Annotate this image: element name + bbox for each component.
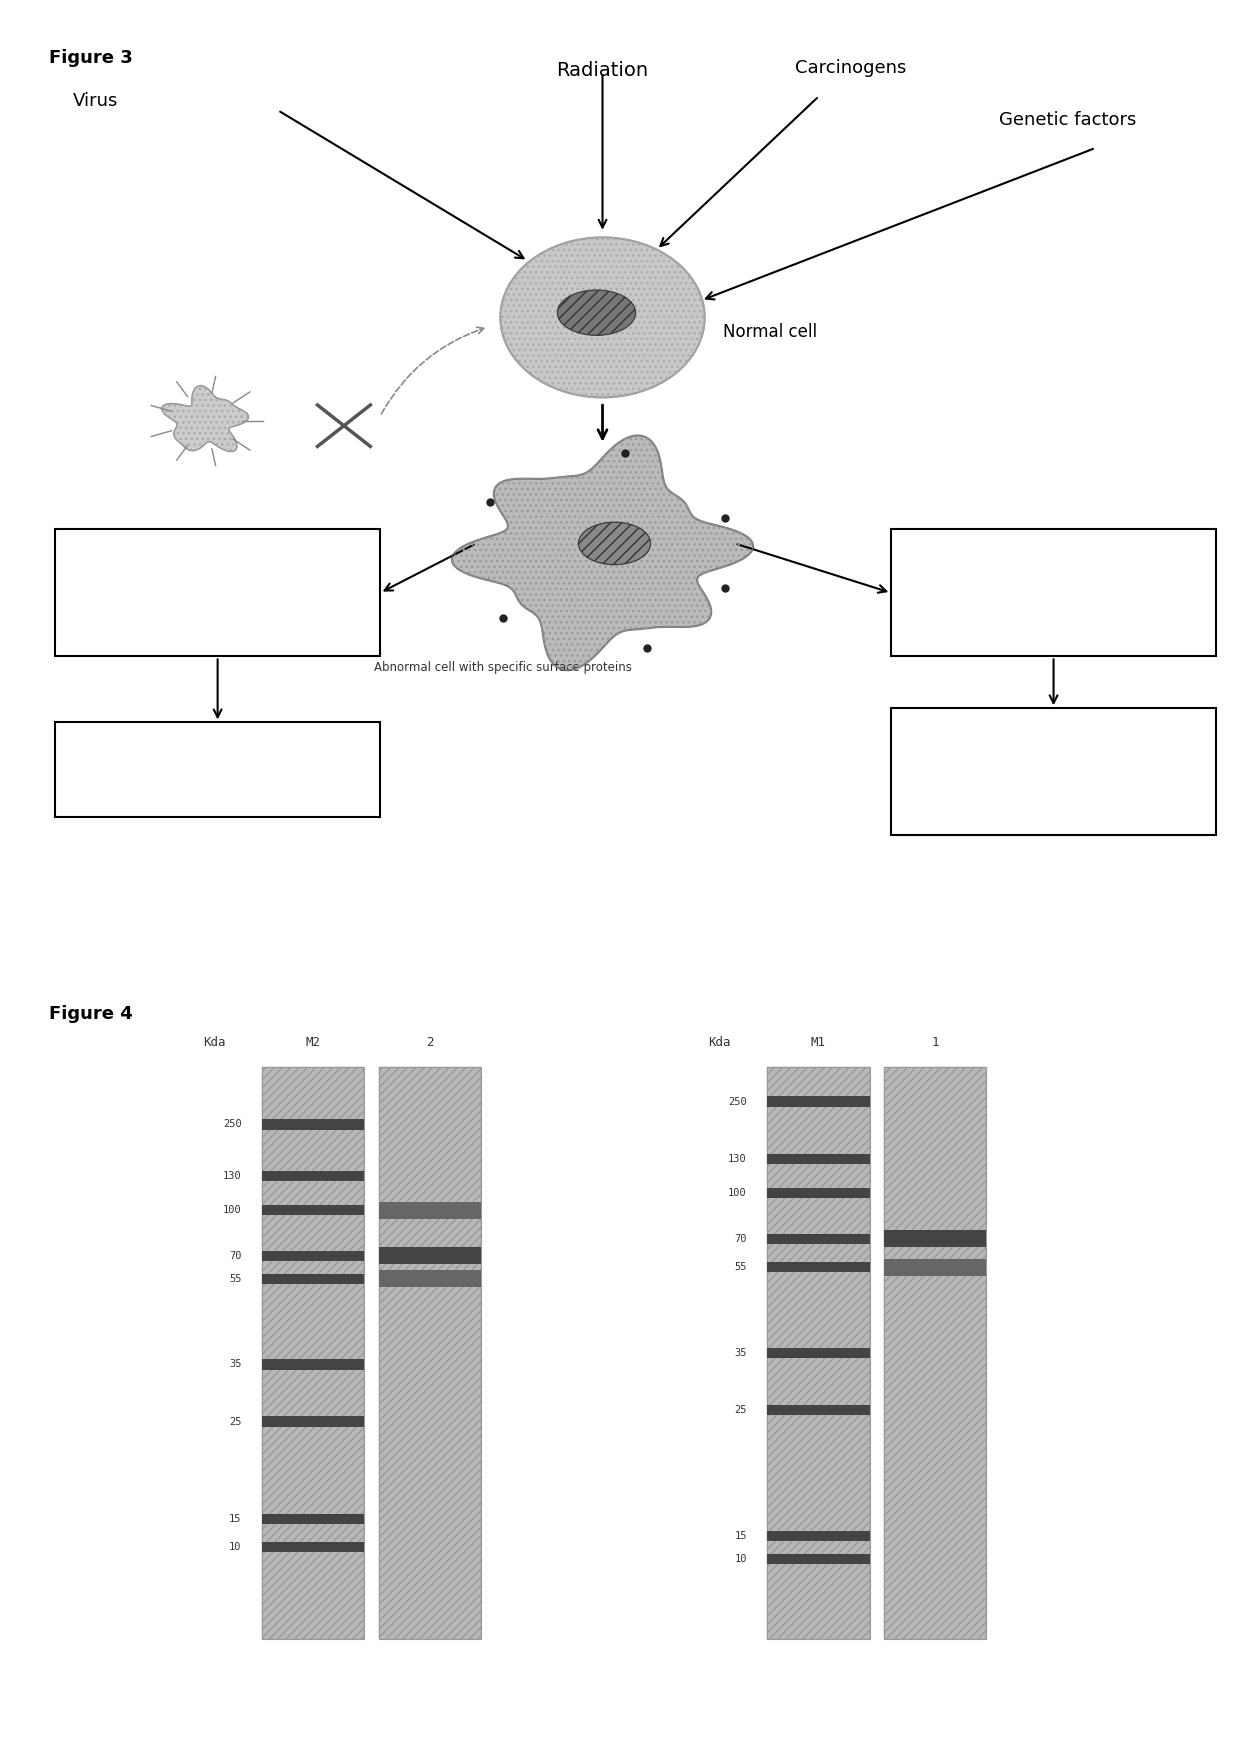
- FancyBboxPatch shape: [262, 1250, 365, 1261]
- FancyBboxPatch shape: [262, 1067, 365, 1639]
- Text: Figure 4: Figure 4: [50, 1005, 133, 1024]
- FancyBboxPatch shape: [884, 1230, 986, 1247]
- Text: 2: 2: [427, 1036, 434, 1048]
- FancyBboxPatch shape: [884, 1067, 986, 1639]
- FancyBboxPatch shape: [262, 1170, 365, 1181]
- Text: Figure 3: Figure 3: [50, 49, 133, 66]
- FancyBboxPatch shape: [262, 1416, 365, 1427]
- Text: 25: 25: [734, 1406, 746, 1414]
- Text: 55: 55: [229, 1273, 242, 1284]
- Text: 25: 25: [229, 1416, 242, 1427]
- Text: Abnormal cell with specific surface proteins: Abnormal cell with specific surface prot…: [374, 661, 632, 675]
- Text: 100: 100: [223, 1205, 242, 1216]
- FancyBboxPatch shape: [262, 1514, 365, 1524]
- FancyBboxPatch shape: [56, 722, 379, 816]
- Text: M1: M1: [811, 1036, 826, 1048]
- Text: Destruction of
Abnormal cell: Destruction of Abnormal cell: [990, 752, 1117, 792]
- Text: M2: M2: [306, 1036, 321, 1048]
- Text: Normal cell: Normal cell: [723, 323, 817, 340]
- Text: 130: 130: [223, 1170, 242, 1181]
- Text: 250: 250: [223, 1120, 242, 1130]
- FancyBboxPatch shape: [378, 1067, 481, 1639]
- FancyBboxPatch shape: [768, 1406, 869, 1416]
- Circle shape: [500, 237, 704, 398]
- Text: 15: 15: [734, 1531, 746, 1540]
- Text: 70: 70: [734, 1233, 746, 1243]
- Text: Immune
system ineffective: Immune system ineffective: [148, 577, 288, 609]
- Text: Kda: Kda: [203, 1036, 226, 1048]
- Text: Immune
system effective: Immune system effective: [990, 577, 1117, 609]
- FancyBboxPatch shape: [262, 1273, 365, 1284]
- Text: Radiation: Radiation: [557, 61, 649, 80]
- FancyBboxPatch shape: [262, 1120, 365, 1130]
- FancyBboxPatch shape: [768, 1188, 869, 1198]
- FancyBboxPatch shape: [56, 530, 379, 656]
- Text: 35: 35: [734, 1348, 746, 1359]
- Ellipse shape: [558, 290, 636, 335]
- Text: 250: 250: [728, 1097, 746, 1107]
- FancyBboxPatch shape: [378, 1247, 481, 1264]
- FancyBboxPatch shape: [892, 708, 1216, 835]
- FancyBboxPatch shape: [262, 1359, 365, 1369]
- Text: 35: 35: [229, 1359, 242, 1369]
- Polygon shape: [161, 385, 248, 452]
- Text: Virus: Virus: [73, 92, 119, 110]
- Text: Genetic factors: Genetic factors: [999, 112, 1137, 129]
- Text: 70: 70: [229, 1250, 242, 1261]
- Ellipse shape: [578, 521, 651, 565]
- Text: 55: 55: [734, 1263, 746, 1273]
- FancyBboxPatch shape: [884, 1259, 986, 1277]
- FancyBboxPatch shape: [378, 1202, 481, 1219]
- FancyBboxPatch shape: [768, 1067, 869, 1639]
- Polygon shape: [451, 436, 753, 670]
- Text: Kda: Kda: [708, 1036, 732, 1048]
- FancyBboxPatch shape: [378, 1270, 481, 1287]
- FancyBboxPatch shape: [768, 1097, 869, 1107]
- Text: 130: 130: [728, 1155, 746, 1163]
- Text: Cancer: Cancer: [188, 760, 247, 778]
- FancyBboxPatch shape: [768, 1554, 869, 1564]
- Text: 100: 100: [728, 1188, 746, 1198]
- FancyBboxPatch shape: [768, 1153, 869, 1163]
- FancyBboxPatch shape: [262, 1205, 365, 1216]
- FancyBboxPatch shape: [768, 1531, 869, 1542]
- FancyBboxPatch shape: [768, 1348, 869, 1359]
- Text: Carcinogens: Carcinogens: [795, 59, 906, 77]
- Text: 10: 10: [229, 1542, 242, 1552]
- Text: 15: 15: [229, 1514, 242, 1524]
- Text: 1: 1: [931, 1036, 939, 1048]
- FancyBboxPatch shape: [892, 530, 1216, 656]
- Text: 10: 10: [734, 1554, 746, 1564]
- FancyBboxPatch shape: [768, 1263, 869, 1273]
- FancyBboxPatch shape: [262, 1542, 365, 1552]
- FancyBboxPatch shape: [768, 1233, 869, 1243]
